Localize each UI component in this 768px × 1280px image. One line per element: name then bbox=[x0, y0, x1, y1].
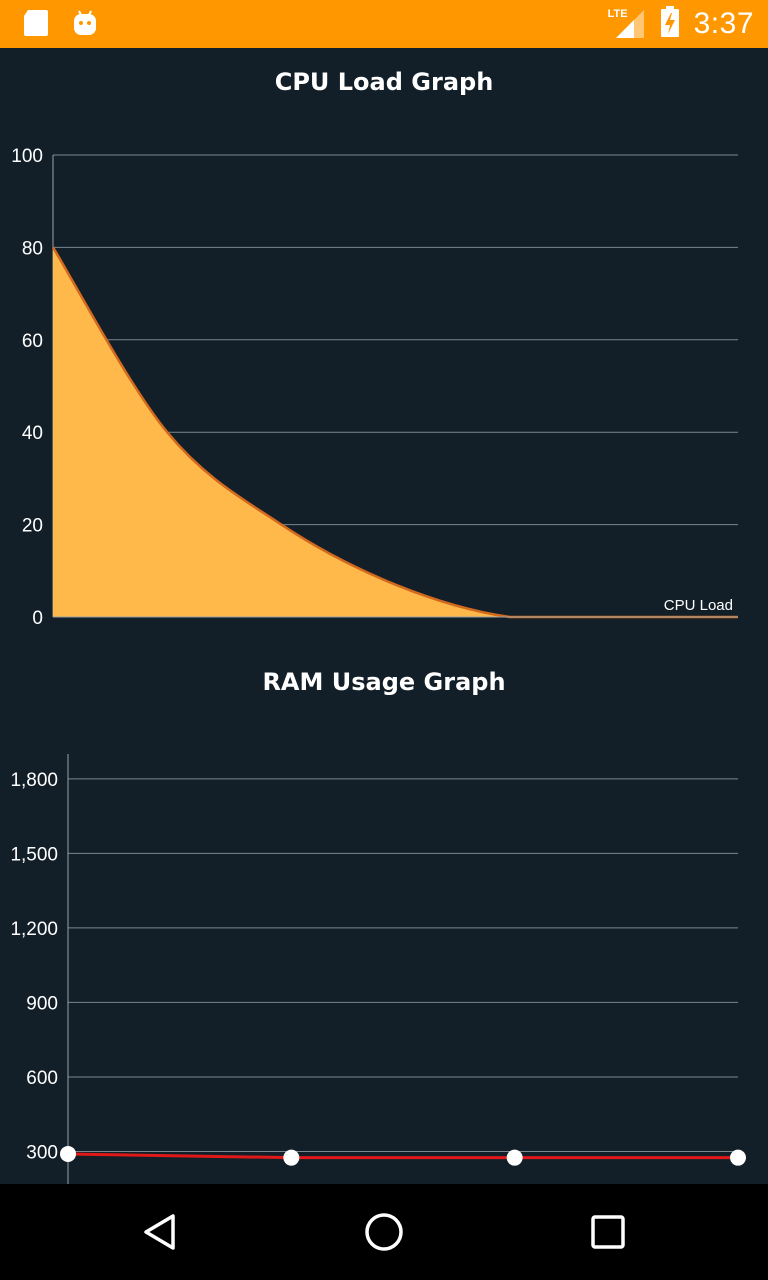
back-triangle-icon bbox=[144, 1214, 175, 1250]
cpu-y-tick-label: 0 bbox=[32, 608, 43, 629]
ram-y-tick-label: 600 bbox=[26, 1068, 58, 1089]
ram-chart-title: RAM Usage Graph bbox=[262, 668, 506, 696]
home-circle-icon bbox=[365, 1213, 403, 1251]
cpu-y-tick-label: 60 bbox=[22, 331, 43, 352]
cpu-y-tick-label: 20 bbox=[22, 516, 43, 537]
recents-button[interactable] bbox=[580, 1204, 636, 1260]
cpu-y-tick-label: 100 bbox=[11, 146, 43, 167]
sd-card-icon bbox=[20, 8, 50, 42]
ram-usage-line bbox=[67, 1152, 738, 1160]
ram-y-tick-label: 900 bbox=[26, 993, 58, 1014]
network-type-label: LTE bbox=[607, 8, 628, 20]
ram-data-point bbox=[506, 1149, 523, 1166]
cpu-legend-label: CPU Load bbox=[664, 597, 733, 614]
status-clock: 3:37 bbox=[693, 7, 754, 40]
ram-y-tick-label: 1,800 bbox=[10, 770, 58, 791]
lte-signal-icon: LTE bbox=[607, 6, 646, 42]
back-button[interactable] bbox=[132, 1204, 188, 1260]
home-button[interactable] bbox=[356, 1204, 412, 1260]
recents-square-icon bbox=[591, 1215, 625, 1249]
navigation-bar bbox=[0, 1184, 768, 1280]
cpu-load-area bbox=[53, 247, 738, 617]
ram-y-tick-label: 1,200 bbox=[10, 919, 58, 940]
cpu-load-chart: 0 20 40 60 80 100 CPU Load bbox=[11, 146, 738, 629]
ram-data-point bbox=[283, 1149, 300, 1166]
ram-data-point bbox=[730, 1149, 746, 1166]
cpu-chart-title: CPU Load Graph bbox=[274, 68, 494, 96]
ram-data-point bbox=[60, 1145, 76, 1162]
cpu-y-tick-label: 40 bbox=[22, 423, 43, 444]
status-bar: LTE 3:37 bbox=[0, 0, 768, 48]
cpu-y-tick-label: 80 bbox=[22, 238, 43, 259]
android-debug-icon bbox=[70, 8, 100, 42]
main-content: CPU Load Graph 0 20 40 60 80 100 CPU Load RAM … bbox=[0, 48, 768, 1184]
battery-charging-icon bbox=[660, 6, 680, 42]
ram-y-tick-label: 300 bbox=[26, 1142, 58, 1163]
ram-y-tick-label: 1,500 bbox=[10, 844, 58, 865]
